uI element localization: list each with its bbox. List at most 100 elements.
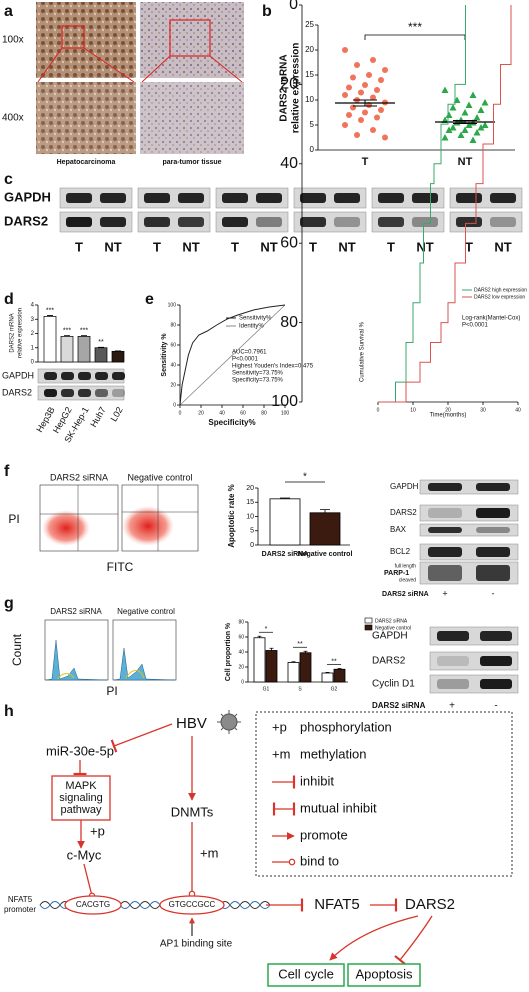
node: MAPK	[65, 780, 97, 792]
error-bar	[64, 335, 70, 337]
y-label: Cumulative Survival %	[360, 321, 366, 382]
y-label: relative expression	[18, 308, 24, 358]
point	[477, 106, 485, 113]
bar	[299, 652, 312, 683]
y-tick-label: 60	[170, 342, 176, 348]
lane-label: T	[231, 239, 239, 254]
bar	[60, 336, 74, 363]
significance: ***	[46, 307, 54, 314]
lane-label: T	[387, 239, 395, 254]
annotation: Highest Youden's Index=0.475	[232, 364, 314, 370]
x-tick-label: 20	[445, 407, 451, 413]
row-label: 100x	[2, 35, 24, 46]
y-tick-label: 10	[246, 513, 254, 520]
y-tick-label: 1	[31, 345, 35, 351]
panel-label: c	[4, 171, 13, 188]
significance: **	[297, 641, 303, 648]
point	[374, 87, 380, 93]
x-tick-label: G1	[263, 686, 270, 692]
node: Apoptosis	[355, 966, 413, 981]
error-bar	[353, 99, 377, 107]
node: DNMTs	[171, 804, 214, 819]
significance: ***	[408, 20, 422, 34]
point	[481, 99, 489, 106]
blot-band	[480, 656, 512, 666]
blot-band	[456, 193, 482, 203]
row-label: DARS2	[2, 387, 32, 397]
lane-label: NT	[494, 239, 511, 254]
x-tick-label: 80	[261, 410, 267, 416]
blot-band	[428, 547, 462, 557]
identity-line	[179, 304, 286, 406]
plot-title: Negative control	[127, 472, 192, 482]
y-tick-label: 2	[31, 331, 35, 337]
significance: ***	[63, 327, 71, 334]
lane-label: NT	[416, 239, 433, 254]
point	[461, 109, 469, 116]
bar	[269, 498, 301, 546]
blot-band	[490, 193, 516, 203]
annotation: P<0.0001	[462, 323, 489, 329]
point	[354, 62, 360, 68]
x-tick-label: G2	[331, 686, 338, 692]
annotation: Log-rank(Mantel-Cox)	[462, 316, 520, 322]
blot-band	[300, 193, 326, 203]
column-label: Hepatocarcinoma	[57, 159, 116, 166]
y-tick-label: 60	[280, 234, 298, 251]
point	[354, 132, 360, 138]
x-tick-label: 30	[480, 407, 486, 413]
lane-label: -	[492, 588, 495, 598]
blot-band	[480, 631, 512, 641]
blot-band	[334, 193, 360, 203]
legend-text: methylation	[300, 746, 366, 761]
bar	[265, 650, 278, 683]
legend-text: Identity%	[239, 324, 264, 330]
y-tick-label: 100	[168, 302, 177, 308]
y-tick-label: 5	[250, 528, 254, 535]
y-tick-label: 0	[241, 679, 244, 685]
point	[370, 57, 376, 63]
panel-label: d	[4, 291, 14, 308]
point	[465, 101, 473, 108]
survival-curve	[378, 5, 466, 403]
blot-band	[61, 389, 74, 397]
label: AP1 binding site	[160, 939, 233, 950]
point	[362, 109, 368, 116]
modification: +p	[90, 823, 105, 838]
point	[449, 124, 457, 131]
point	[342, 47, 348, 53]
pathway-diagram: h HBV miR-30e-5p MAPK signaling pathway …	[4, 703, 513, 987]
legend-text: Negative control	[375, 625, 411, 631]
blot-band	[476, 483, 510, 491]
y-label: DARS2 mRNA	[279, 54, 290, 121]
legend-swatch	[364, 624, 373, 631]
blot-band	[412, 193, 438, 203]
x-tick-label: L02	[109, 405, 125, 423]
point	[350, 104, 356, 111]
legend-text: DARS2 siRNA	[375, 618, 408, 624]
annotation: AUC=0.7961	[232, 350, 267, 356]
blot-band	[476, 547, 510, 557]
lane-label: +	[449, 701, 455, 712]
error-bar	[337, 668, 342, 670]
x-tick-label: 100	[281, 410, 290, 416]
node: miR-30e-5p	[46, 743, 114, 758]
y-label: Sensitivity %	[161, 333, 168, 377]
row-label: full length	[395, 563, 417, 569]
legend-text: mutual inhibit	[300, 800, 377, 815]
row-label: Cyclin D1	[372, 679, 415, 690]
x-tick-label: 60	[240, 410, 246, 416]
x-tick-label: Negative control	[298, 551, 353, 558]
blot-band	[66, 217, 92, 227]
point	[469, 91, 477, 98]
node: Cell cycle	[278, 966, 334, 981]
lane-label: T	[309, 239, 317, 254]
blot-band	[412, 217, 438, 227]
error-bar	[280, 497, 290, 499]
blot-band	[95, 389, 108, 397]
x-label: PI	[106, 684, 117, 698]
blot-band	[112, 389, 125, 397]
point	[362, 82, 368, 88]
x-tick-label: 40	[219, 410, 225, 416]
bar	[333, 668, 346, 683]
